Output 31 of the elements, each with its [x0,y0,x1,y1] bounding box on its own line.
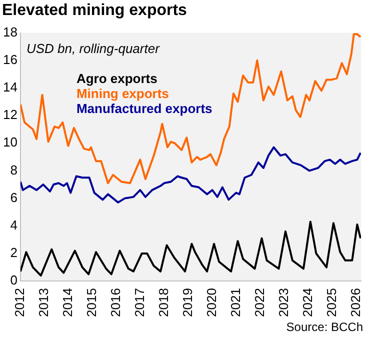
y-tick-label: 12 [2,107,18,122]
x-tick-label: 2018 [156,288,171,317]
y-tick-label: 6 [10,190,18,205]
x-tick-label: 2025 [324,288,339,317]
y-tick-label: 8 [10,162,18,178]
y-tick-label: 14 [2,80,18,95]
annotation: USD bn, rolling-quarter [26,40,160,56]
y-tick-label: 16 [2,52,18,67]
x-tick-label: 2024 [300,288,315,317]
y-tick-label: 18 [2,24,18,40]
x-tick-label: 2023 [276,288,291,317]
x-tick-label: 2026 [348,288,363,317]
x-tick-label: 2015 [84,288,99,317]
x-tick-label: 2020 [204,288,219,317]
x-tick-label: 2012 [12,288,28,317]
x-tick-label: 2021 [228,288,243,317]
y-tick-label: 0 [10,272,18,288]
text: Agro exports [76,70,158,86]
source-note: Source: BCCh [285,320,364,334]
chart-title: Elevated mining exports [1,1,188,21]
x-tick-label: 2016 [108,288,123,317]
x-tick-label: 2022 [252,288,267,317]
y-tick-label: 2 [10,245,18,260]
x-tick-label: 2017 [132,288,147,317]
x-tick-label: 2013 [36,288,52,317]
y-tick-label: 10 [2,134,18,150]
x-tick-label: 2014 [60,288,76,317]
text: Manufactured exports [76,100,212,116]
y-tick-label: 4 [10,217,18,232]
series-label: Mining exports [76,86,169,101]
x-tick-label: 2019 [180,288,195,317]
